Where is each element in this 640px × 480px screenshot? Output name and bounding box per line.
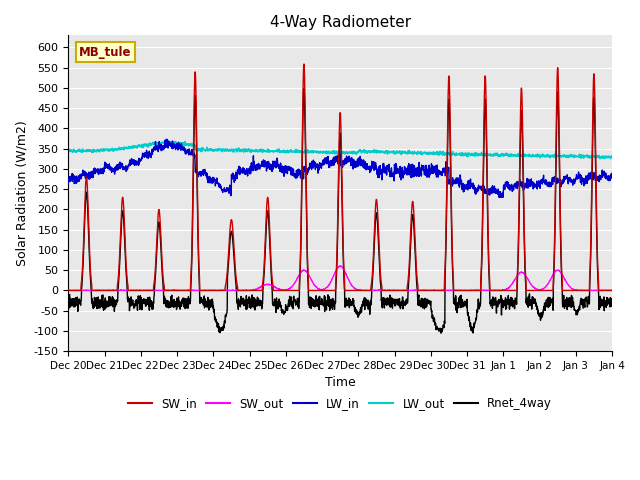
Legend: SW_in, SW_out, LW_in, LW_out, Rnet_4way: SW_in, SW_out, LW_in, LW_out, Rnet_4way (124, 392, 557, 415)
X-axis label: Time: Time (324, 376, 356, 389)
Y-axis label: Solar Radiation (W/m2): Solar Radiation (W/m2) (15, 120, 28, 266)
Title: 4-Way Radiometer: 4-Way Radiometer (269, 15, 411, 30)
Text: MB_tule: MB_tule (79, 46, 132, 59)
